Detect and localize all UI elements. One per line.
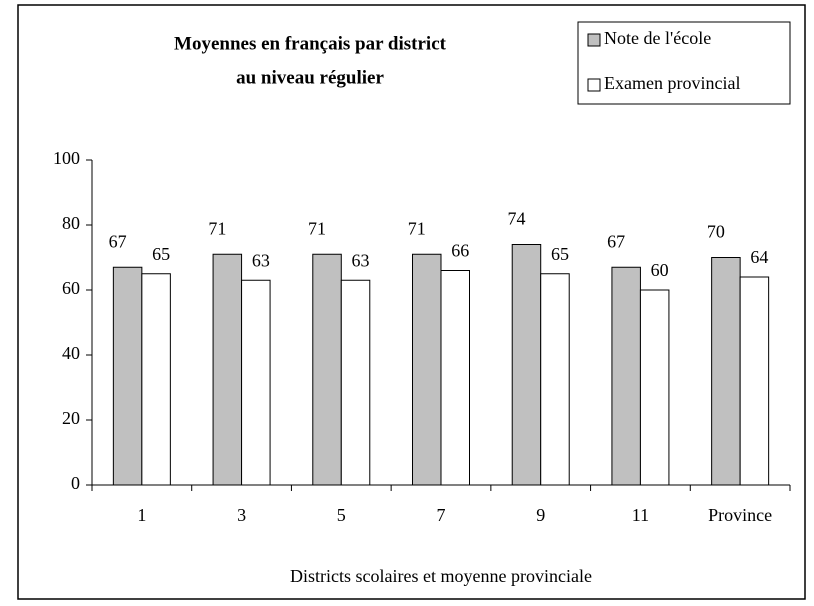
- y-tick-label: 80: [62, 213, 80, 233]
- bar: [511, 244, 542, 486]
- x-tick-label: 9: [536, 505, 545, 525]
- y-tick-label: 100: [53, 148, 80, 168]
- x-tick-label: 11: [632, 505, 649, 525]
- legend-swatch: [587, 78, 601, 92]
- y-tick-label: 60: [62, 278, 80, 298]
- legend-label: Examen provincial: [604, 73, 740, 93]
- chart-title: au niveau régulier: [236, 67, 384, 88]
- bar: [440, 270, 470, 486]
- bar: [141, 273, 171, 486]
- value-label: 71: [408, 218, 426, 238]
- y-tick-label: 40: [62, 343, 80, 363]
- value-label: 65: [152, 244, 170, 264]
- bar: [241, 279, 271, 486]
- value-label: 66: [451, 241, 469, 261]
- bar: [711, 257, 741, 486]
- y-tick-label: 20: [62, 408, 80, 428]
- value-label: 67: [109, 231, 127, 251]
- value-label: 60: [651, 260, 669, 280]
- value-label: 71: [208, 218, 226, 238]
- value-label: 64: [750, 247, 768, 267]
- bar: [639, 289, 670, 486]
- value-label: 63: [352, 250, 370, 270]
- y-tick-label: 0: [71, 473, 80, 493]
- bar: [611, 266, 641, 486]
- chart-title: Moyennes en français par district: [174, 33, 447, 54]
- x-tick-label: 3: [237, 505, 246, 525]
- x-axis-label: Districts scolaires et moyenne provincia…: [290, 566, 592, 586]
- bar: [212, 253, 243, 486]
- value-label: 65: [551, 244, 569, 264]
- legend-swatch: [587, 33, 601, 47]
- x-tick-label: 1: [137, 505, 146, 525]
- legend-label: Note de l'école: [604, 28, 711, 48]
- x-tick-label: 7: [437, 505, 446, 525]
- value-label: 70: [707, 222, 725, 242]
- bar: [412, 253, 442, 486]
- x-tick-label: Province: [708, 505, 772, 525]
- value-label: 63: [252, 250, 270, 270]
- bar: [312, 253, 342, 486]
- x-tick-label: 5: [337, 505, 346, 525]
- value-label: 67: [607, 231, 625, 251]
- value-label: 71: [308, 218, 326, 238]
- bar: [739, 276, 770, 486]
- legend-box: [577, 21, 791, 105]
- bar: [540, 273, 570, 486]
- bar: [112, 266, 143, 486]
- value-label: 74: [507, 209, 525, 229]
- bar: [340, 279, 371, 486]
